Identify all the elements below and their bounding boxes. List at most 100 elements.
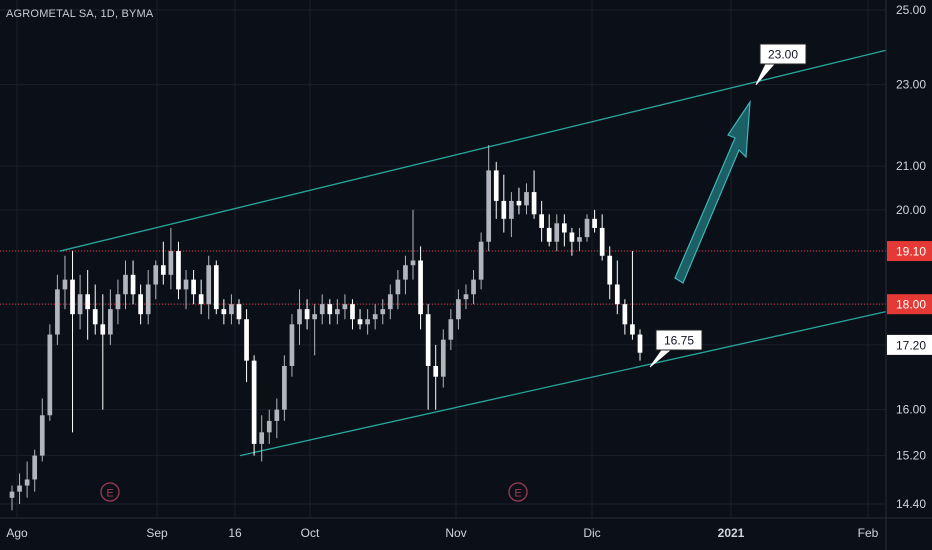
candle-body [509, 200, 514, 219]
candle-body [319, 304, 325, 315]
candle-body [70, 279, 75, 315]
candle-body [569, 232, 575, 242]
candle-body [62, 279, 68, 290]
candle-body [584, 218, 590, 238]
candle-body [251, 360, 257, 444]
earnings-circle [100, 482, 120, 502]
candle-body [145, 284, 151, 315]
time-tick-label: Feb [858, 526, 879, 540]
earnings-marker[interactable]: E [508, 482, 528, 502]
candle-body [236, 304, 242, 320]
target-arrow[interactable] [674, 99, 751, 284]
candle-body [524, 192, 529, 206]
candle-body [289, 324, 295, 366]
candle-body [77, 294, 83, 315]
candle-body [365, 319, 370, 325]
candle-body [493, 170, 499, 201]
time-tick-label: Dic [583, 526, 600, 540]
price-badge [887, 334, 932, 355]
earnings-circle [508, 482, 528, 502]
candle-body [607, 255, 613, 285]
candle-body [282, 365, 287, 410]
price-badge-label: 18.00 [896, 298, 926, 312]
price-annotations[interactable]: 23.00 16.75 [649, 43, 807, 368]
candle-body [9, 491, 15, 498]
callout-23-00[interactable]: 23.00 [755, 43, 807, 85]
candle-body [183, 279, 189, 290]
candle-body [478, 241, 484, 280]
price-tick-label: 25.00 [896, 3, 926, 17]
candle-body [32, 455, 38, 480]
candle-body [130, 274, 136, 295]
candle-body [463, 294, 469, 300]
candle-body [39, 415, 45, 456]
callout-box [655, 329, 703, 351]
candle-body [274, 409, 280, 421]
time-tick-label: Ago [6, 526, 28, 540]
candle-body [259, 432, 265, 444]
time-tick-label: 16 [228, 526, 242, 540]
candle-body [357, 319, 363, 325]
candle-body [516, 200, 522, 206]
price-badge-label: 19.10 [896, 245, 926, 259]
candle-body [138, 294, 143, 315]
price-axis-badges: 19.10 18.00 17.20 [887, 241, 932, 355]
earnings-label: E [106, 488, 113, 500]
candle-body [153, 265, 159, 285]
candle-body [206, 265, 212, 305]
candle-body [456, 299, 461, 320]
candle-body [17, 485, 22, 492]
price-badge [887, 241, 932, 262]
price-badge [887, 294, 932, 315]
candle-body [160, 265, 166, 275]
candle-body [433, 365, 439, 377]
candlesticks [9, 145, 643, 511]
candle-body [229, 304, 234, 315]
candle-body [630, 324, 635, 335]
candle-body [191, 279, 196, 295]
earnings-label: E [514, 488, 521, 500]
candle-body [622, 304, 628, 325]
candle-body [380, 309, 386, 315]
callout-pointer [755, 63, 776, 85]
price-tick-label: 20.00 [896, 203, 926, 217]
candle-body [47, 334, 53, 416]
candle-body [577, 237, 582, 242]
candle-body [561, 223, 567, 233]
trend-channel[interactable] [59, 49, 887, 457]
earnings-marker[interactable]: E [100, 482, 120, 502]
candle-body [304, 309, 310, 320]
candle-body [100, 324, 106, 335]
time-tick-label: Nov [445, 526, 466, 540]
candle-body [312, 314, 317, 320]
candle-body [501, 200, 507, 219]
candle-body [425, 314, 431, 366]
candle-body [297, 309, 302, 325]
candle-body [168, 251, 174, 275]
candle-body [266, 420, 272, 433]
candle-body [115, 294, 121, 310]
candle-body [599, 227, 605, 256]
callout-label: 23.00 [768, 48, 798, 62]
candle-body [176, 251, 181, 290]
candle-body [448, 319, 454, 340]
time-tick-label: Oct [301, 526, 320, 540]
candle-body [221, 309, 227, 315]
candle-body [614, 284, 620, 305]
candle-body [410, 260, 416, 266]
callout-16-75[interactable]: 16.75 [649, 329, 703, 368]
time-axis[interactable]: Ago Sep 16 Oct Nov Dic 2021 Feb [6, 526, 878, 540]
time-tick-label: Sep [146, 526, 168, 540]
candle-body [85, 294, 91, 310]
candle-body [471, 279, 476, 295]
callout-label: 16.75 [664, 334, 694, 348]
candle-body [342, 304, 348, 310]
channel-lower-line [239, 311, 887, 457]
price-tick-label: 14.40 [896, 497, 926, 511]
candle-body [403, 265, 408, 280]
callout-box [759, 43, 807, 65]
candle-body [592, 218, 597, 228]
price-axis[interactable]: 25.00 23.00 21.00 20.00 16.00 15.20 14.40 [896, 3, 926, 511]
